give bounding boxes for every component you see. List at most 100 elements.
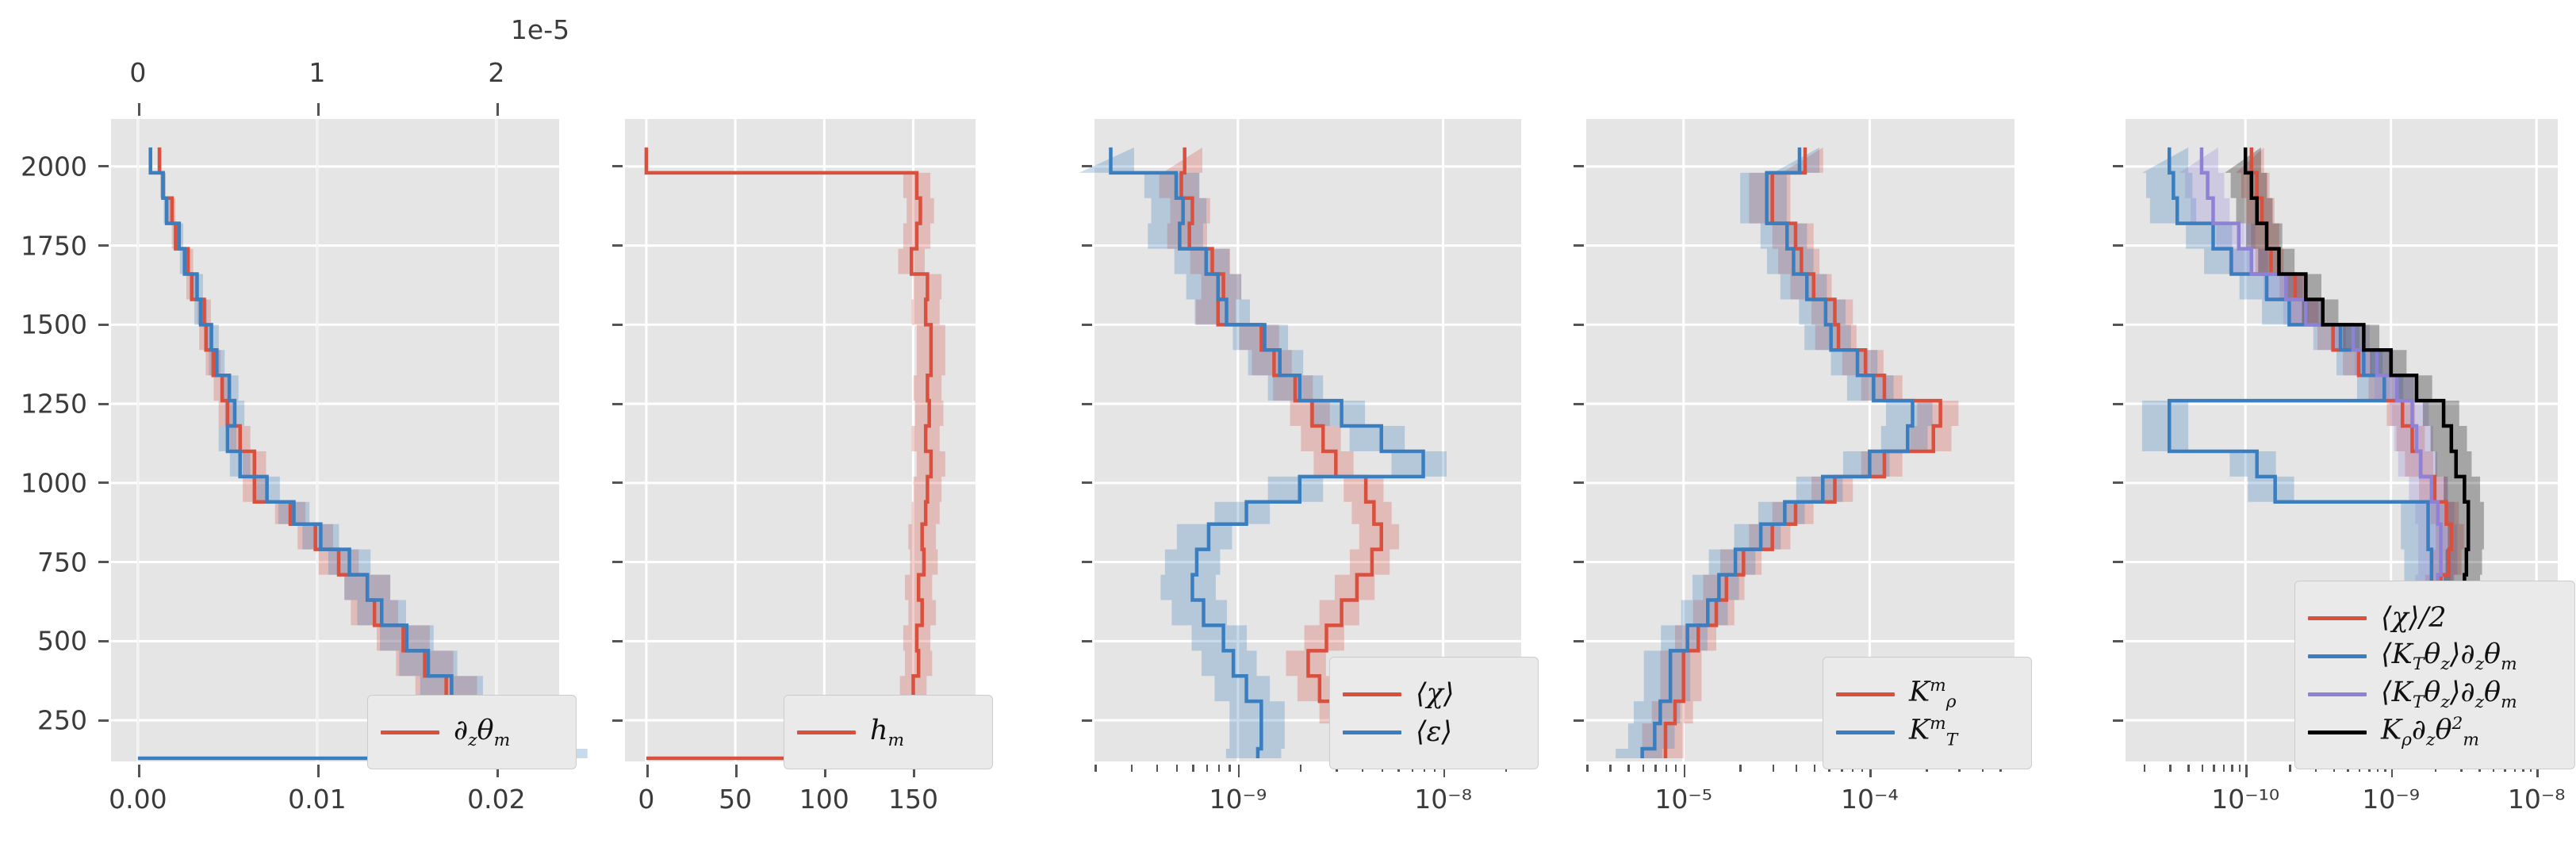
panel-2-xtick-mark [646,765,649,777]
panel-3-ytick-mark [1082,719,1092,722]
ytick-label: 1500 [21,309,87,340]
panel-4-ytick-mark [1574,402,1584,405]
legend-label: ⟨KTθz⟩∂zθm [2381,638,2517,674]
ytick-label: 1000 [21,467,87,499]
panel-5-xtick-minor-mark [2201,765,2204,772]
panel-3-xtick-minor-mark [1130,765,1133,772]
legend-label: ⟨ε⟩ [1416,716,1453,748]
panel-3-legend[interactable]: ⟨χ⟩ ⟨ε⟩ [1329,657,1539,769]
panel-2-ytick-mark [612,323,623,326]
panel-2-xtick-mark [735,765,738,777]
panel-4-xtick-minor-mark [1869,765,1872,777]
ytick-label: 1750 [21,230,87,262]
panel-2-legend[interactable]: hm [784,695,993,769]
panel-4-xtick-minor-mark [1772,765,1775,772]
panel-3-xtick-minor-mark [1217,765,1221,772]
panel-3-ytick-mark [1082,561,1092,564]
legend-label: hm [870,714,905,750]
panel-1-xtick-mark [316,765,320,777]
panel-5-ytick-mark [2113,561,2123,564]
xtick-label: 10⁻⁵ [1654,784,1713,815]
panel-2-ytick-mark [612,639,623,642]
top-xtick-label: 1 [309,57,326,88]
ytick-label: 750 [37,546,87,578]
legend-label: ∂zθm [454,714,511,750]
panel-3-xtick-minor-mark [1299,765,1302,772]
panel-4-xtick-minor-mark [1813,765,1816,772]
panel-2-xtick-mark [824,765,827,777]
legend-entry: Kρ∂zθ2m [2308,713,2562,751]
xtick-label: 10⁻¹⁰ [2211,784,2280,815]
panel-4-plot-area [1586,119,2014,761]
legend-color-swatch [1836,692,1895,696]
panel-5-xtick-minor-mark [2390,765,2394,777]
panel-5-ytick-mark [2113,402,2123,405]
legend-color-swatch [2308,692,2367,696]
panel-3-xtick-minor-mark [1175,765,1179,772]
panel-3-ytick-mark [1082,323,1092,326]
panel-3-ytick-mark [1082,481,1092,485]
ytick-label: 250 [37,704,87,736]
xtick-label: 10⁻⁴ [1841,784,1899,815]
xtick-label: 10⁻⁹ [2362,784,2420,815]
axis-offset-text: 1e-5 [510,14,570,45]
panel-3-xtick-minor-mark [1443,765,1446,777]
legend-color-swatch [797,730,856,734]
ytick-label: 500 [37,625,87,657]
xtick-label: 10⁻⁸ [2507,784,2566,815]
panel-4-xtick-minor-mark [1795,765,1798,772]
legend-label: ⟨χ⟩/2 [2381,602,2447,634]
panel-4-xtick-minor-mark [1683,765,1686,777]
panel-5-ytick-mark [2113,323,2123,326]
xtick-label: 0.00 [109,784,167,815]
panel-5-xtick-minor-mark [2213,765,2215,772]
panel-3-xtick-minor-mark [1156,765,1159,772]
panel-4-ytick-mark [1574,244,1584,247]
legend-label: KmT [1909,714,1958,750]
panel-1-plot-area [111,119,588,761]
panel-5-ytick-mark [2113,244,2123,247]
panel-3-plot-area [1079,119,1521,761]
legend-entry: ⟨χ⟩ [1343,675,1525,713]
panel-1-ytick-mark [98,719,109,722]
panel-5-ytick-mark [2113,481,2123,485]
legend-label: ⟨KTθz⟩∂zθm [2381,676,2517,712]
top-xtick-label: 2 [488,57,505,88]
panel-1-ytick-mark [98,244,109,247]
panel-4-xtick-minor-mark [1642,765,1645,772]
panel-4-xtick-minor-mark [1654,765,1657,772]
xtick-label: 0.02 [467,784,526,815]
panel-5-xtick-minor-mark [2289,765,2291,772]
panel-5-xtick-minor-mark [2169,765,2172,772]
panel-5-ytick-mark [2113,719,2123,722]
panel-4-legend[interactable]: Kmρ KmT [1823,657,2032,769]
panel-3-series-line [1179,147,1413,759]
panel-4-xtick-minor-mark [1627,765,1630,772]
panel-1-xtick-mark [137,765,140,777]
panel-5-xtick-minor-mark [2222,765,2225,772]
legend-entry: ∂zθm [381,713,563,751]
panel-1-background [111,119,559,761]
panel-2-series-line [644,147,933,761]
panel-4-background [1586,119,2014,761]
panel-1-ytick-mark [98,165,109,168]
panel-4-xtick-minor-mark [1609,765,1612,772]
panel-4-xtick-minor-mark [1739,765,1742,772]
panel-2-ytick-mark [612,561,623,564]
legend-label: Kmρ [1909,676,1957,712]
panel-4-ytick-mark [1574,639,1584,642]
panel-1-series-line [137,147,549,761]
xtick-label: 10⁻⁹ [1209,784,1267,815]
legend-color-swatch [1343,730,1401,734]
xtick-label: 0.01 [288,784,347,815]
panel-1-legend[interactable]: ∂zθm [367,695,577,769]
xtick-label: 50 [719,784,753,815]
xtick-label: 10⁻⁸ [1414,784,1472,815]
legend-entry: ⟨KTθz⟩∂zθm [2308,675,2562,713]
panel-5-legend[interactable]: ⟨χ⟩/2 ⟨KTθz⟩∂zθm ⟨KTθz⟩∂zθm Kρ∂zθ2m [2294,581,2575,769]
panel-1-ytick-mark [98,639,109,642]
panel-1-ytick-mark [98,481,109,485]
panel-3-xtick-minor-mark [1094,765,1097,772]
ytick-label: 2000 [21,151,87,182]
